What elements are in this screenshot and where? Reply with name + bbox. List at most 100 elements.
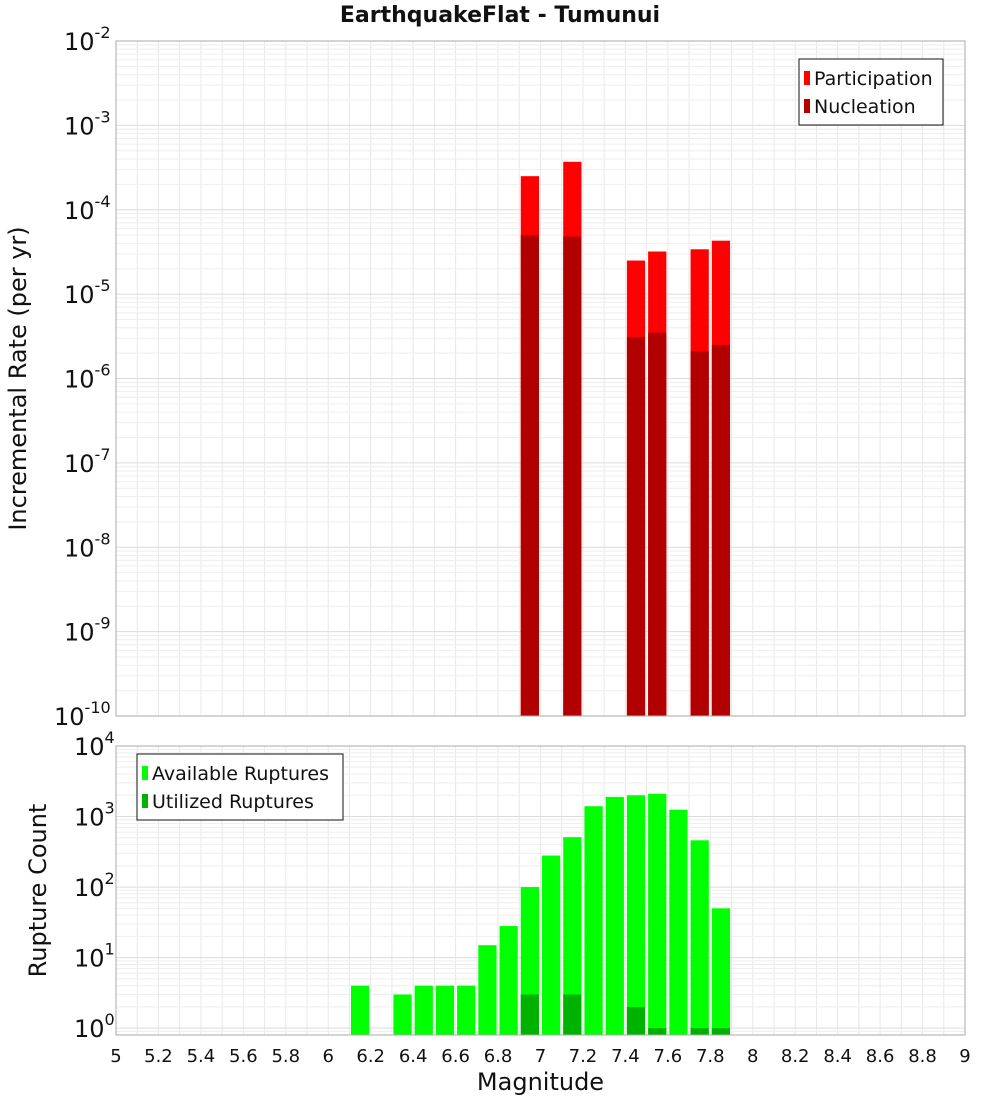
y-tick-base: 10 (64, 534, 95, 562)
x-tick-label: 6.4 (399, 1046, 428, 1067)
bottom-gridlines (115, 745, 966, 1036)
bottom-plot-frame (115, 745, 966, 1036)
x-tick-label: 9 (959, 1046, 970, 1067)
y-tick-base: 10 (74, 804, 105, 832)
legend-label: Utilized Ruptures (152, 791, 314, 813)
bar-available-ruptures (584, 806, 603, 1035)
bar-utilized-ruptures (648, 1028, 667, 1035)
legend-box (136, 753, 344, 821)
y-tick-exponent: 4 (105, 728, 115, 747)
y-tick-label: 104 (74, 728, 115, 761)
y-tick-base: 10 (64, 450, 95, 478)
bar-available-ruptures (499, 926, 518, 1035)
x-tick-label: 8.2 (781, 1046, 810, 1067)
y-tick-label: 10-4 (64, 192, 111, 225)
x-axis-label: Magnitude (477, 1068, 604, 1096)
top-y-axis-label: Incremental Rate (per yr) (4, 226, 32, 530)
legend-swatch (804, 99, 810, 113)
legend-label: Available Ruptures (152, 763, 329, 785)
y-tick-exponent: -5 (95, 276, 111, 295)
legend-swatch (142, 766, 148, 780)
y-tick-label: 10-6 (64, 361, 111, 394)
y-tick-exponent: -10 (85, 698, 111, 717)
bar-available-ruptures (669, 809, 688, 1035)
y-tick-exponent: 3 (105, 799, 115, 818)
legend-label: Nucleation (814, 96, 916, 118)
y-tick-base: 10 (64, 197, 95, 225)
x-tick-label: 5.4 (187, 1046, 216, 1067)
legend-box (798, 58, 944, 126)
bar-available-ruptures (478, 945, 497, 1035)
x-tick-label: 7.8 (696, 1046, 725, 1067)
y-tick-label: 10-9 (64, 614, 111, 647)
x-tick-label: 8.4 (823, 1046, 852, 1067)
y-tick-exponent: -2 (95, 23, 111, 42)
bar-available-ruptures (457, 985, 476, 1035)
y-tick-base: 10 (74, 874, 105, 902)
x-tick-label: 6.6 (441, 1046, 470, 1067)
legend-swatch (804, 71, 810, 85)
y-tick-exponent: -8 (95, 529, 111, 548)
y-tick-base: 10 (64, 28, 95, 56)
y-tick-exponent: 1 (105, 940, 115, 959)
y-tick-label: 103 (74, 799, 115, 832)
bar-available-ruptures (393, 994, 412, 1035)
x-ticks: 5 5.2 5.4 5.6 5.8 6 6.2 6.4 6.6 6.8 7 7.2 7.4 7.6 7.8 8… (110, 1046, 970, 1067)
y-tick-base: 10 (64, 366, 95, 394)
y-tick-label: 10-3 (64, 107, 111, 140)
bar-available-ruptures (648, 793, 667, 1035)
bar-utilized-ruptures (626, 1006, 646, 1035)
bar-available-ruptures (414, 985, 433, 1035)
y-tick-base: 10 (74, 733, 105, 761)
bottom-y-axis-label: Rupture Count (24, 804, 52, 978)
bar-available-ruptures (435, 985, 455, 1035)
bar-nucleation (626, 337, 646, 716)
x-tick-label: 8 (747, 1046, 758, 1067)
x-tick-label: 5.6 (229, 1046, 258, 1067)
y-tick-exponent: -3 (95, 107, 111, 126)
bottom-bars (350, 793, 731, 1035)
y-tick-exponent: 2 (105, 869, 115, 888)
top-gridlines (115, 40, 966, 717)
top-plot-frame (115, 40, 966, 717)
x-tick-label: 6.2 (356, 1046, 385, 1067)
y-tick-base: 10 (74, 1015, 105, 1043)
x-tick-label: 8.8 (908, 1046, 937, 1067)
bar-nucleation (648, 332, 667, 716)
bar-utilized-ruptures (690, 1028, 709, 1035)
bar-nucleation (520, 235, 539, 716)
y-tick-label: 10-2 (64, 23, 111, 56)
y-tick-base: 10 (74, 945, 105, 973)
y-tick-label: 10-5 (64, 276, 111, 309)
bar-available-ruptures (542, 855, 561, 1035)
bar-utilized-ruptures (711, 1028, 731, 1035)
bar-utilized-ruptures (563, 994, 582, 1035)
top-bars (520, 161, 731, 717)
x-tick-label: 7.4 (611, 1046, 640, 1067)
bar-available-ruptures (626, 795, 646, 1035)
x-tick-label: 7.2 (569, 1046, 598, 1067)
bar-nucleation (711, 344, 731, 716)
x-tick-label: 7.6 (654, 1046, 683, 1067)
legend-swatch (142, 794, 148, 808)
bar-available-ruptures (350, 985, 370, 1035)
bar-available-ruptures (563, 837, 582, 1035)
bar-available-ruptures (711, 908, 731, 1035)
chart-title: EarthquakeFlat - Tumunui (340, 3, 660, 28)
y-tick-exponent: -4 (95, 192, 111, 211)
y-tick-label: 10-10 (54, 698, 111, 731)
bar-available-ruptures (690, 840, 709, 1035)
x-tick-label: 7 (535, 1046, 546, 1067)
y-tick-label: 101 (74, 940, 115, 973)
bar-available-ruptures (605, 796, 624, 1035)
x-tick-label: 8.6 (866, 1046, 895, 1067)
y-tick-base: 10 (64, 619, 95, 647)
x-tick-label: 5 (110, 1046, 121, 1067)
y-tick-base: 10 (64, 281, 95, 309)
legend-label: Participation (814, 68, 933, 90)
y-tick-exponent: -6 (95, 361, 111, 380)
